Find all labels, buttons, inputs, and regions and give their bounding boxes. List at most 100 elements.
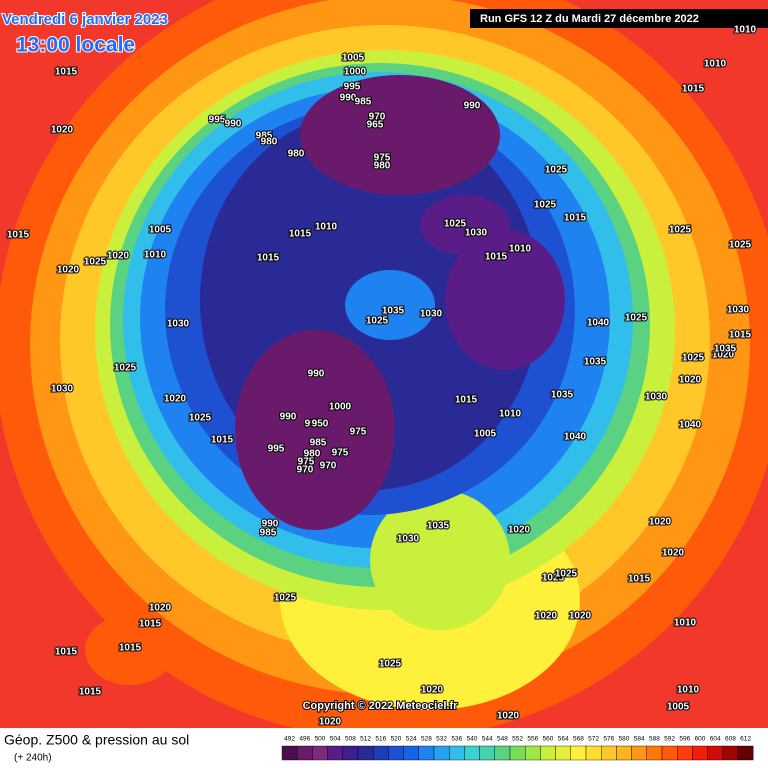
color-swatch (342, 745, 359, 761)
color-swatch (357, 745, 374, 761)
color-swatch (479, 745, 496, 761)
isobar-label: 975 (350, 427, 367, 438)
legend-title: Géop. Z500 & pression au sol (4, 732, 189, 748)
isobar-label: 1025 (682, 353, 705, 364)
isobar-labels: 1015 1020 1015 1020 1025 1020 1010 1005 1030 1030… (6, 24, 758, 729)
time-label: 13:00 locale (16, 34, 135, 57)
color-swatch (646, 745, 663, 761)
isobar-label: 965 (367, 120, 384, 131)
isobar-label: 990 (280, 412, 297, 423)
scale-label: 516 (375, 736, 386, 743)
color-swatch (525, 745, 541, 761)
isobar-label: 990 (464, 101, 481, 112)
isobar-label: 980 (288, 149, 305, 160)
isobar-label: 975 (298, 457, 315, 468)
color-swatch (585, 745, 602, 761)
isobar-label: 1020 (662, 548, 685, 559)
isobar-label: 1025 (379, 659, 402, 670)
color-swatch (449, 745, 465, 761)
copyright: Copyright © 2022 Meteociel.fr (303, 700, 459, 712)
isobar-label: 1005 (667, 702, 690, 713)
isobar-label: 1025 (555, 569, 578, 580)
color-swatch (403, 745, 420, 761)
scale-label: 496 (299, 736, 310, 743)
isobar-label: 1030 (645, 392, 668, 403)
isobar-label: 1025 (545, 165, 568, 176)
isobar-label: 980 (374, 161, 391, 172)
color-swatch (388, 745, 404, 761)
scale-label: 528 (421, 736, 432, 743)
isobar-label: 1040 (679, 420, 702, 431)
isobar-label: 1025 (114, 363, 137, 374)
isobar-label: 1030 (167, 319, 190, 330)
scale-label: 600 (695, 736, 706, 743)
scale-label: 532 (436, 736, 447, 743)
isobar-label: 1025 (84, 257, 107, 268)
color-swatch (631, 745, 647, 761)
isobar-label: 985 (260, 528, 277, 539)
isobar-label: 1025 (534, 200, 557, 211)
scale-label: 492 (284, 736, 295, 743)
color-swatch (601, 745, 617, 761)
isobar-label: 975 (374, 153, 391, 164)
isobar-label: 1010 (734, 25, 757, 36)
isobar-label: 1020 (149, 603, 172, 614)
isobar-label: 1035 (382, 306, 405, 317)
isobar-label: 1015 (628, 574, 651, 585)
isobar-label: 1025 (729, 240, 752, 251)
color-swatch (661, 745, 678, 761)
scale-label: 604 (710, 736, 721, 743)
isobar-label: 1020 (535, 611, 558, 622)
isobar-label: 1030 (397, 534, 420, 545)
isobar-label: 990 (308, 369, 325, 380)
isobar-label: 1030 (51, 384, 74, 395)
isobar-label: 1005 (149, 225, 172, 236)
scale-label: 552 (512, 736, 523, 743)
scale-label: 540 (467, 736, 478, 743)
isobar-label: 980 (304, 449, 321, 460)
isobar-label: 1030 (727, 305, 750, 316)
scale-label: 612 (740, 736, 751, 743)
isobar-label: 1035 (551, 390, 574, 401)
scale-label: 548 (497, 736, 508, 743)
isobar-label: 1025 (542, 573, 565, 584)
color-swatch (464, 745, 480, 761)
isobar-label: 1020 (421, 685, 444, 696)
color-swatch (281, 745, 298, 761)
isobar-label: 1020 (649, 517, 672, 528)
isobar-label: 1015 (682, 84, 705, 95)
isobar-label: 1015 (564, 213, 587, 224)
scale-label: 544 (482, 736, 493, 743)
color-swatch (373, 745, 389, 761)
isobar-label: 980 (261, 137, 278, 148)
isobar-label: 1035 (584, 357, 607, 368)
isobar-label: 1020 (712, 350, 735, 361)
scale-label: 556 (527, 736, 538, 743)
legend-subtitle: (+ 240h) (14, 753, 52, 764)
isobar-label: 970 (297, 465, 314, 476)
isobar-label: 1015 (79, 687, 102, 698)
isobar-label: 1005 (474, 429, 497, 440)
color-swatch (494, 745, 511, 761)
isobar-label: 1020 (679, 375, 702, 386)
isobar-label: 1015 (211, 435, 234, 446)
scale-label: 592 (664, 736, 675, 743)
isobar-label: 985 (310, 438, 327, 449)
isobar-label: 1000 (329, 402, 352, 413)
run-box (470, 9, 768, 28)
color-swatch (722, 745, 739, 761)
color-swatch (540, 745, 556, 761)
scale-label: 588 (649, 736, 660, 743)
isobar-label: 985 (256, 131, 273, 142)
isobar-label: 970 (369, 112, 386, 123)
isobar-label: 1015 (55, 67, 78, 78)
isobar-label: 1020 (569, 611, 592, 622)
isobar-label: 1010 (509, 244, 532, 255)
color-swatch (312, 745, 328, 761)
map-background (0, 0, 768, 728)
color-swatch (509, 745, 526, 761)
isobar-label: 1000 (344, 67, 367, 78)
color-swatch (555, 745, 571, 761)
isobar-label: 1015 (139, 619, 162, 630)
